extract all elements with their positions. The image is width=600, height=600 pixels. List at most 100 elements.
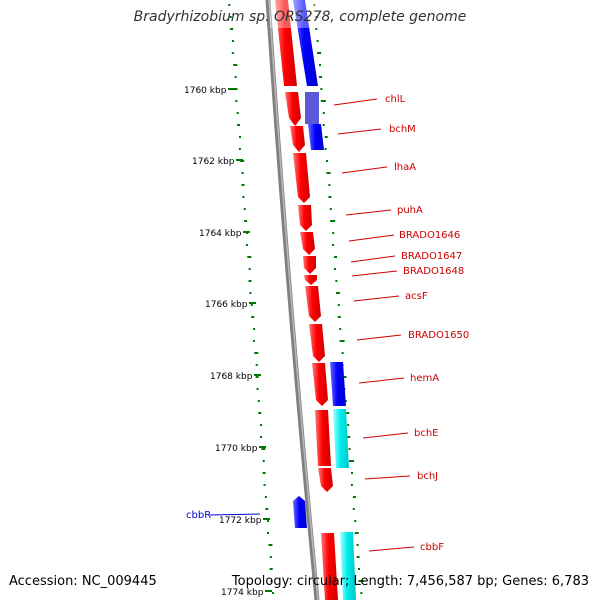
scale-label: 1770 kbp xyxy=(215,444,258,454)
gc-skew-track-outer xyxy=(228,4,274,594)
gene-label-bchE[interactable]: bchE xyxy=(414,428,439,439)
gc-skew-tick xyxy=(356,544,359,546)
gene-block[interactable] xyxy=(305,286,321,322)
gc-skew-track-inner xyxy=(313,4,364,594)
gene-block[interactable] xyxy=(333,409,349,468)
gene-block[interactable] xyxy=(293,0,318,86)
gc-skew-tick xyxy=(270,580,273,582)
gene-label-brado1647[interactable]: BRADO1647 xyxy=(401,251,462,262)
gc-skew-tick xyxy=(348,448,351,450)
gc-skew-tick xyxy=(350,484,353,486)
gene-label-chlL[interactable]: chlL xyxy=(385,94,406,105)
gc-skew-tick xyxy=(228,4,231,6)
gene-block[interactable] xyxy=(312,363,328,406)
gene-block[interactable] xyxy=(318,468,333,492)
gc-skew-tick xyxy=(243,208,246,210)
gene-block[interactable] xyxy=(330,362,346,406)
gene-label-lines xyxy=(209,98,415,552)
gc-skew-tick xyxy=(262,472,266,474)
gene-label-puhA[interactable]: puhA xyxy=(397,205,423,216)
kbp-scale-ticks xyxy=(228,88,272,592)
gene-label-bchM[interactable]: bchM xyxy=(389,124,416,135)
gc-skew-tick xyxy=(345,412,350,414)
gc-skew-tick xyxy=(315,28,318,30)
gene-label-cbbF[interactable]: cbbF xyxy=(420,542,444,553)
gc-skew-tick xyxy=(337,304,340,306)
gc-skew-tick xyxy=(258,412,262,414)
gc-skew-tick xyxy=(352,496,356,498)
gc-skew-tick xyxy=(347,436,351,438)
gene-block[interactable] xyxy=(308,124,324,150)
gene-block[interactable] xyxy=(321,533,338,600)
scale-label: 1766 kbp xyxy=(205,300,248,310)
scale-tick xyxy=(259,446,266,448)
gene-block[interactable] xyxy=(298,205,312,231)
gene-block[interactable] xyxy=(293,153,310,203)
gc-skew-tick xyxy=(339,340,345,342)
gene-label-cbbR[interactable]: cbbR xyxy=(186,510,211,521)
gene-block[interactable] xyxy=(300,232,315,255)
gc-skew-tick xyxy=(233,64,238,66)
gene-block[interactable] xyxy=(340,532,356,600)
gc-skew-tick xyxy=(231,40,234,42)
gc-skew-tick xyxy=(330,220,336,222)
accession-text: Accession: NC_009445 xyxy=(9,574,157,589)
gene-label-brado1650[interactable]: BRADO1650 xyxy=(408,330,469,341)
gene-labels: chlL bchM lhaA puhA BRADO1646 BRADO1647 … xyxy=(186,94,469,553)
gc-skew-tick xyxy=(241,172,244,174)
gene-label-brado1646[interactable]: BRADO1646 xyxy=(399,230,460,241)
gene-block[interactable] xyxy=(275,0,297,86)
forward-genes-track xyxy=(275,0,338,600)
gc-skew-tick xyxy=(328,184,331,186)
gc-skew-tick xyxy=(249,292,252,294)
kbp-scale-labels: 1760 kbp 1762 kbp 1764 kbp 1766 kbp 1768… xyxy=(184,86,264,598)
gc-skew-tick xyxy=(245,244,248,246)
gene-label-lhaA[interactable]: lhaA xyxy=(394,162,416,173)
gc-skew-tick xyxy=(319,64,321,66)
gc-skew-tick xyxy=(247,256,252,258)
gc-skew-tick xyxy=(250,304,253,306)
gene-label-hemA[interactable]: hemA xyxy=(410,373,439,384)
gc-skew-tick xyxy=(322,112,325,114)
gc-skew-tick xyxy=(257,400,260,402)
gene-label-bchJ[interactable]: bchJ xyxy=(417,471,438,482)
gc-skew-tick xyxy=(320,100,326,102)
gc-skew-tick xyxy=(230,28,234,30)
gc-skew-tick xyxy=(255,364,258,366)
gc-skew-tick xyxy=(262,460,265,462)
gc-skew-tick xyxy=(320,88,323,90)
scale-tick xyxy=(254,374,261,376)
gene-label-brado1648[interactable]: BRADO1648 xyxy=(403,266,464,277)
gc-skew-tick xyxy=(265,508,269,510)
gc-skew-tick xyxy=(315,16,319,18)
gene-label-acsF[interactable]: acsF xyxy=(405,291,428,302)
gene-block[interactable] xyxy=(303,256,316,274)
gc-skew-tick xyxy=(326,160,328,162)
gc-skew-tick xyxy=(267,520,270,522)
scale-tick xyxy=(236,159,243,161)
gc-skew-tick xyxy=(334,268,336,270)
gene-block-cbbR[interactable] xyxy=(293,496,307,528)
gc-skew-tick xyxy=(313,4,316,6)
gene-block[interactable] xyxy=(309,324,325,362)
gc-skew-tick xyxy=(263,484,266,486)
scale-label: 1768 kbp xyxy=(210,372,253,382)
gc-skew-tick xyxy=(354,532,359,534)
gc-skew-tick xyxy=(354,520,357,522)
gc-skew-tick xyxy=(267,532,269,534)
gc-skew-tick xyxy=(341,352,344,354)
gc-skew-tick xyxy=(317,52,322,54)
gc-skew-tick xyxy=(319,76,322,78)
gene-block[interactable] xyxy=(285,92,301,126)
gene-block[interactable] xyxy=(290,126,305,152)
gene-block[interactable] xyxy=(315,410,331,466)
gc-skew-tick xyxy=(264,496,267,498)
gc-skew-tick xyxy=(322,124,325,126)
gc-skew-tick xyxy=(326,172,331,174)
gc-skew-tick xyxy=(334,256,338,258)
gc-skew-tick xyxy=(238,148,241,150)
genome-backbone xyxy=(265,0,320,600)
gene-block[interactable] xyxy=(304,275,317,285)
